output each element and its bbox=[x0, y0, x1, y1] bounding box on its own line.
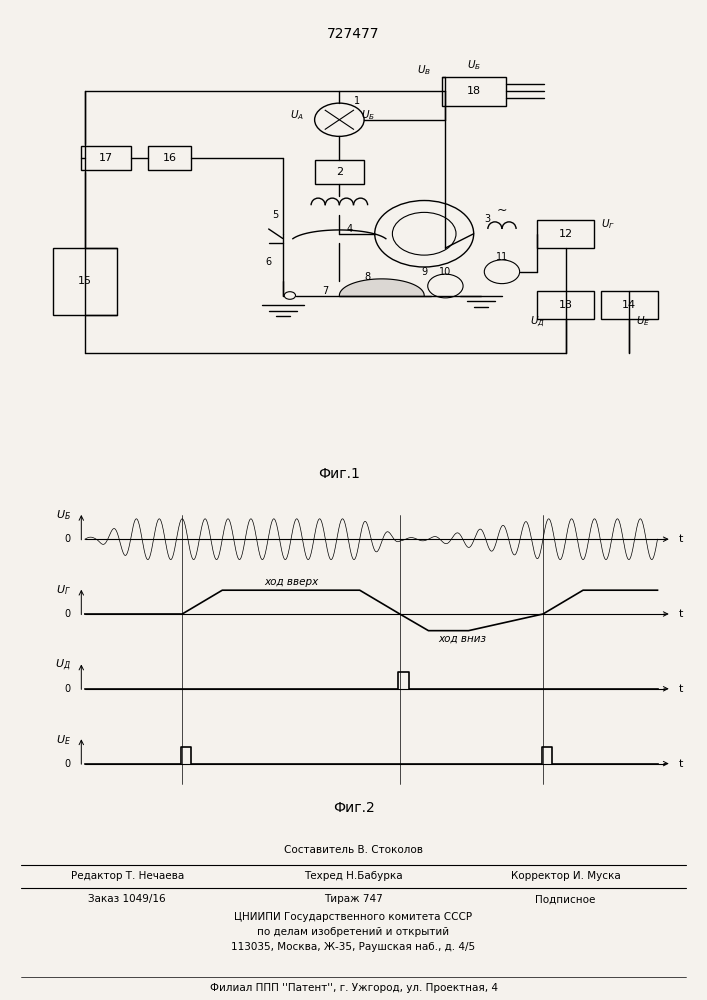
Bar bbox=[53, 248, 117, 314]
Text: t: t bbox=[679, 609, 683, 619]
Text: по делам изобретений и открытий: по делам изобретений и открытий bbox=[257, 927, 450, 937]
Text: ЦНИИПИ Государственного комитета СССР: ЦНИИПИ Государственного комитета СССР bbox=[235, 912, 472, 922]
Text: 15: 15 bbox=[78, 276, 92, 286]
Text: 9: 9 bbox=[421, 267, 427, 277]
Text: $U_Б$: $U_Б$ bbox=[467, 58, 481, 72]
Bar bbox=[537, 220, 594, 248]
Text: Филиал ППП ''Патент'', г. Ужгород, ул. Проектная, 4: Филиал ППП ''Патент'', г. Ужгород, ул. П… bbox=[209, 983, 498, 993]
Text: Составитель В. Стоколов: Составитель В. Стоколов bbox=[284, 845, 423, 855]
Text: Заказ 1049/16: Заказ 1049/16 bbox=[88, 894, 166, 904]
Text: ~: ~ bbox=[497, 204, 507, 217]
Text: 113035, Москва, Ж-35, Раушская наб., д. 4/5: 113035, Москва, Ж-35, Раушская наб., д. … bbox=[231, 942, 476, 952]
Bar bbox=[537, 291, 594, 319]
Text: 6: 6 bbox=[266, 257, 271, 267]
Text: 727477: 727477 bbox=[327, 27, 380, 41]
Text: 7: 7 bbox=[322, 286, 328, 296]
Text: $U_Г$: $U_Г$ bbox=[601, 217, 615, 231]
Text: Редактор Т. Нечаева: Редактор Т. Нечаева bbox=[71, 871, 184, 881]
Text: 1: 1 bbox=[354, 96, 360, 105]
Bar bbox=[601, 291, 658, 319]
Text: Фиг.1: Фиг.1 bbox=[318, 467, 361, 481]
Text: 13: 13 bbox=[559, 300, 573, 310]
Text: 11: 11 bbox=[496, 252, 508, 262]
Text: 0: 0 bbox=[64, 759, 71, 769]
Text: 14: 14 bbox=[622, 300, 636, 310]
Text: $U_Е$: $U_Е$ bbox=[56, 733, 71, 747]
Text: 2: 2 bbox=[336, 167, 343, 177]
Text: 0: 0 bbox=[64, 684, 71, 694]
Text: Техред Н.Бабурка: Техред Н.Бабурка bbox=[304, 871, 403, 881]
Text: 10: 10 bbox=[439, 267, 452, 277]
Text: $U_Б$: $U_Б$ bbox=[56, 509, 71, 522]
Text: $U_Д$: $U_Д$ bbox=[530, 314, 545, 328]
Text: 12: 12 bbox=[559, 229, 573, 239]
Text: $U_Б$: $U_Б$ bbox=[361, 108, 375, 122]
Bar bbox=[81, 146, 131, 170]
Text: t: t bbox=[679, 759, 683, 769]
Text: 5: 5 bbox=[273, 210, 279, 220]
Text: 3: 3 bbox=[484, 215, 491, 225]
Text: 18: 18 bbox=[467, 86, 481, 96]
Text: t: t bbox=[679, 684, 683, 694]
Text: $U_Д$: $U_Д$ bbox=[55, 658, 71, 672]
Bar bbox=[315, 160, 364, 184]
Text: Подписное: Подписное bbox=[535, 894, 596, 904]
Text: 4: 4 bbox=[346, 224, 353, 234]
Text: $U_В$: $U_В$ bbox=[417, 63, 431, 77]
Bar bbox=[148, 146, 191, 170]
Text: 8: 8 bbox=[365, 271, 370, 282]
Text: Тираж 747: Тираж 747 bbox=[324, 894, 383, 904]
Text: Фиг.2: Фиг.2 bbox=[332, 801, 375, 815]
Text: ход вверх: ход вверх bbox=[264, 577, 318, 587]
Text: $U_Г$: $U_Г$ bbox=[56, 583, 71, 597]
Polygon shape bbox=[339, 279, 424, 296]
Bar bbox=[442, 77, 506, 105]
Text: 0: 0 bbox=[64, 609, 71, 619]
Text: 17: 17 bbox=[99, 153, 113, 163]
Text: $U_А$: $U_А$ bbox=[290, 108, 304, 122]
Text: 0: 0 bbox=[64, 534, 71, 544]
Text: ход вниз: ход вниз bbox=[438, 634, 486, 644]
Text: 16: 16 bbox=[163, 153, 177, 163]
Text: $U_Е$: $U_Е$ bbox=[636, 314, 650, 328]
Text: t: t bbox=[679, 534, 683, 544]
Text: Корректор И. Муска: Корректор И. Муска bbox=[510, 871, 621, 881]
